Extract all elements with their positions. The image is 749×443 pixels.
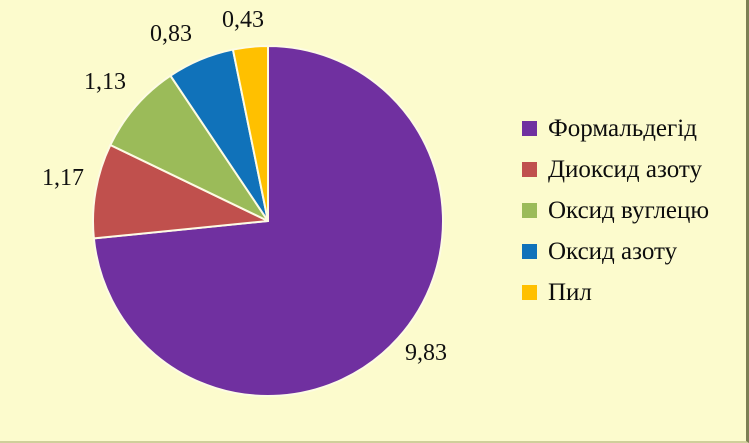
pie-slice[interactable] — [231, 45, 269, 222]
legend-swatch-dust — [522, 285, 537, 300]
pie-slice[interactable] — [92, 143, 269, 240]
legend-swatch-nitrogen-dioxide — [522, 162, 537, 177]
pie-slice-group — [92, 45, 444, 397]
legend-swatch-nitrogen-oxide — [522, 244, 537, 259]
legend-item-label: Оксид азоту — [548, 238, 678, 265]
pie-plot-area: 9,83 1,17 1,13 0,83 0,43 — [42, 7, 447, 397]
data-label-carbon-oxide: 1,13 — [84, 69, 126, 95]
legend-item[interactable]: Формальдегід — [522, 108, 737, 149]
legend-swatch-formaldehyde — [522, 121, 537, 136]
legend-item-label: Пил — [548, 279, 592, 306]
legend-item-label: Диоксид азоту — [548, 156, 702, 183]
legend-item[interactable]: Оксид азоту — [522, 231, 737, 272]
chart-legend: Формальдегід Диоксид азоту Оксид вуглецю Ок… — [522, 108, 737, 313]
legend-item-label: Формальдегід — [548, 115, 697, 142]
legend-item[interactable]: Пил — [522, 272, 737, 313]
pie-svg — [92, 45, 444, 397]
pie-slice[interactable] — [109, 74, 269, 222]
data-label-dust: 0,43 — [222, 7, 264, 33]
legend-item[interactable]: Диоксид азоту — [522, 149, 737, 190]
legend-item-label: Оксид вуглецю — [548, 197, 710, 224]
data-label-formaldehyde: 9,83 — [405, 340, 447, 366]
legend-item[interactable]: Оксид вуглецю — [522, 190, 737, 231]
legend-swatch-carbon-oxide — [522, 203, 537, 218]
data-label-nitrogen-dioxide: 1,17 — [42, 165, 84, 191]
data-label-nitrogen-oxide: 0,83 — [150, 21, 192, 47]
